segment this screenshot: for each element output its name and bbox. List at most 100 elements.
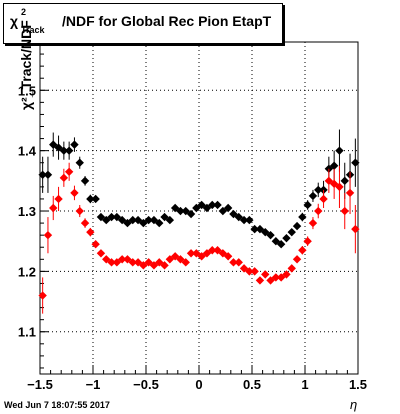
data-point: [234, 258, 243, 267]
data-point: [351, 158, 360, 167]
data-point: [38, 291, 47, 300]
data-point: [335, 146, 344, 155]
title-text: /NDF for Global Rec Pion EtapT: [61, 13, 272, 29]
data-point: [102, 215, 111, 225]
data-point: [208, 246, 217, 255]
data-point: [345, 188, 355, 198]
data-point: [117, 255, 127, 264]
data-point: [292, 255, 302, 264]
data-point: [303, 237, 312, 246]
title-subscript: Track: [21, 25, 45, 35]
data-point: [282, 233, 291, 243]
data-point: [245, 267, 254, 276]
data-point: [250, 267, 259, 276]
data-point: [112, 258, 122, 267]
data-point: [229, 258, 238, 267]
chart-title-box: χ 2 Track /NDF for Global Rec Pion EtapT: [3, 3, 283, 44]
data-point: [319, 185, 328, 195]
data-point: [282, 270, 291, 279]
data-point: [75, 206, 84, 216]
y-tick-label: 1.4: [18, 144, 37, 159]
y-tick-label: 1.5: [18, 83, 36, 98]
data-point: [239, 215, 249, 225]
title-superscript: 2: [21, 7, 27, 17]
y-tick-label: 1.3: [18, 204, 36, 219]
data-point: [287, 227, 296, 237]
data-point: [43, 170, 53, 179]
data-point: [144, 215, 153, 225]
x-axis-label: η: [350, 397, 358, 412]
data-point: [91, 194, 100, 204]
data-point: [80, 176, 90, 186]
data-point: [176, 206, 185, 216]
data-point: [308, 191, 318, 201]
y-tick-label: 1.2: [18, 264, 36, 279]
data-point: [271, 273, 281, 282]
data-point: [64, 167, 74, 176]
data-point: [266, 230, 275, 240]
x-tick-label: −1: [86, 377, 101, 392]
data-point: [208, 200, 217, 210]
data-point: [59, 173, 69, 183]
chart-title: χ 2 Track /NDF for Global Rec Pion EtapT: [10, 7, 272, 35]
data-point: [223, 252, 233, 261]
data-point: [329, 161, 339, 170]
data-point: [160, 261, 169, 270]
data-point: [308, 218, 318, 228]
data-point: [128, 215, 137, 225]
data-point: [250, 224, 259, 234]
data-point: [255, 276, 265, 285]
data-point: [128, 258, 137, 267]
title-symbol: χ: [10, 13, 19, 29]
data-point: [276, 240, 286, 249]
data-point: [70, 188, 79, 198]
data-point: [335, 182, 344, 192]
data-point: [186, 249, 196, 258]
x-tick-label: 0: [195, 377, 202, 392]
data-point: [38, 170, 47, 179]
data-point: [314, 206, 323, 216]
data-point: [181, 258, 190, 267]
data-point: [303, 200, 312, 210]
y-tick-label: 1.1: [18, 325, 36, 340]
data-point: [340, 176, 349, 186]
data-point: [107, 258, 116, 267]
grid-lines: [40, 42, 358, 374]
x-tick-label: −1.5: [27, 377, 53, 392]
data-point: [292, 221, 302, 231]
data-point: [186, 209, 196, 219]
x-tick-label: −0.5: [133, 377, 159, 392]
data-point: [70, 140, 79, 149]
footer-timestamp: Wed Jun 7 18:07:55 2017: [4, 400, 110, 410]
data-point: [54, 194, 63, 204]
data-point: [86, 227, 95, 237]
x-tick-label: 0.5: [243, 377, 261, 392]
series-layer: [38, 129, 360, 314]
data-point: [287, 264, 296, 273]
data-point: [86, 194, 95, 204]
data-point: [64, 146, 74, 155]
data-point: [91, 240, 100, 249]
data-point: [165, 215, 175, 225]
data-point: [351, 224, 360, 234]
series-0: [38, 129, 360, 249]
data-point: [261, 270, 270, 279]
series-1: [38, 162, 360, 314]
data-point: [314, 185, 323, 195]
data-point: [75, 158, 84, 167]
data-point: [107, 212, 116, 222]
data-point: [245, 215, 254, 225]
x-tick-label: 1.5: [349, 377, 367, 392]
data-point: [59, 146, 69, 155]
data-point: [298, 212, 307, 222]
data-point: [155, 218, 164, 228]
y-axis-label-text: χ²_Track/NDF: [18, 20, 34, 110]
data-point: [223, 203, 233, 213]
x-tick-label: 1: [301, 377, 308, 392]
data-point: [43, 230, 53, 240]
data-point: [80, 218, 90, 228]
data-point: [49, 203, 58, 213]
data-point: [117, 215, 127, 225]
axis-ticks: −1.5 −1 −0.5 0 0.5 1 1.5 1.1 1.2 1.3 1.4 1.5: [18, 41, 367, 392]
